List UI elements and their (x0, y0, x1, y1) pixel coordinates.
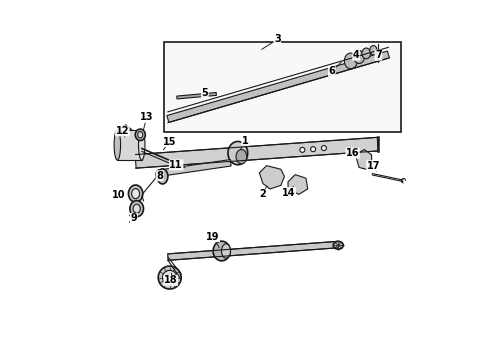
Ellipse shape (156, 170, 162, 179)
Bar (117, 130, 142, 160)
Ellipse shape (138, 132, 143, 138)
Ellipse shape (157, 169, 168, 184)
Text: 4: 4 (353, 50, 360, 60)
Text: 12: 12 (116, 126, 129, 136)
Ellipse shape (354, 50, 365, 63)
Ellipse shape (362, 48, 370, 59)
Ellipse shape (133, 204, 140, 213)
Text: 3: 3 (274, 35, 281, 44)
Polygon shape (164, 42, 401, 132)
Text: 8: 8 (156, 171, 163, 181)
Text: 9: 9 (130, 213, 137, 223)
Ellipse shape (130, 201, 144, 217)
Text: 17: 17 (367, 161, 380, 171)
Text: 14: 14 (282, 188, 295, 198)
Polygon shape (355, 149, 371, 169)
Ellipse shape (221, 244, 230, 258)
Ellipse shape (128, 185, 143, 202)
Ellipse shape (333, 241, 343, 249)
Text: 19: 19 (206, 232, 220, 242)
Circle shape (158, 266, 181, 289)
Polygon shape (157, 159, 231, 177)
Ellipse shape (213, 241, 230, 261)
Text: 1: 1 (242, 136, 248, 145)
Ellipse shape (370, 45, 377, 55)
Text: 15: 15 (163, 137, 176, 147)
Polygon shape (167, 51, 390, 122)
Text: 13: 13 (140, 112, 153, 122)
Text: 7: 7 (375, 50, 382, 60)
Polygon shape (168, 241, 339, 260)
Ellipse shape (228, 141, 247, 165)
Text: 18: 18 (164, 275, 177, 285)
Polygon shape (177, 93, 217, 99)
Circle shape (163, 270, 177, 285)
Text: 10: 10 (112, 190, 125, 200)
Ellipse shape (236, 149, 247, 164)
Ellipse shape (132, 145, 139, 159)
Polygon shape (135, 138, 378, 168)
Polygon shape (259, 166, 285, 189)
Text: 5: 5 (201, 88, 208, 98)
Ellipse shape (132, 189, 140, 199)
Ellipse shape (135, 129, 146, 140)
Text: 6: 6 (328, 66, 335, 76)
Polygon shape (288, 175, 308, 194)
Text: 16: 16 (346, 148, 359, 158)
Text: 11: 11 (170, 160, 183, 170)
Ellipse shape (114, 130, 121, 160)
Ellipse shape (139, 130, 145, 160)
Circle shape (321, 145, 326, 150)
Text: 2: 2 (259, 189, 266, 199)
Circle shape (311, 147, 316, 152)
Circle shape (300, 147, 305, 152)
Ellipse shape (344, 53, 357, 69)
